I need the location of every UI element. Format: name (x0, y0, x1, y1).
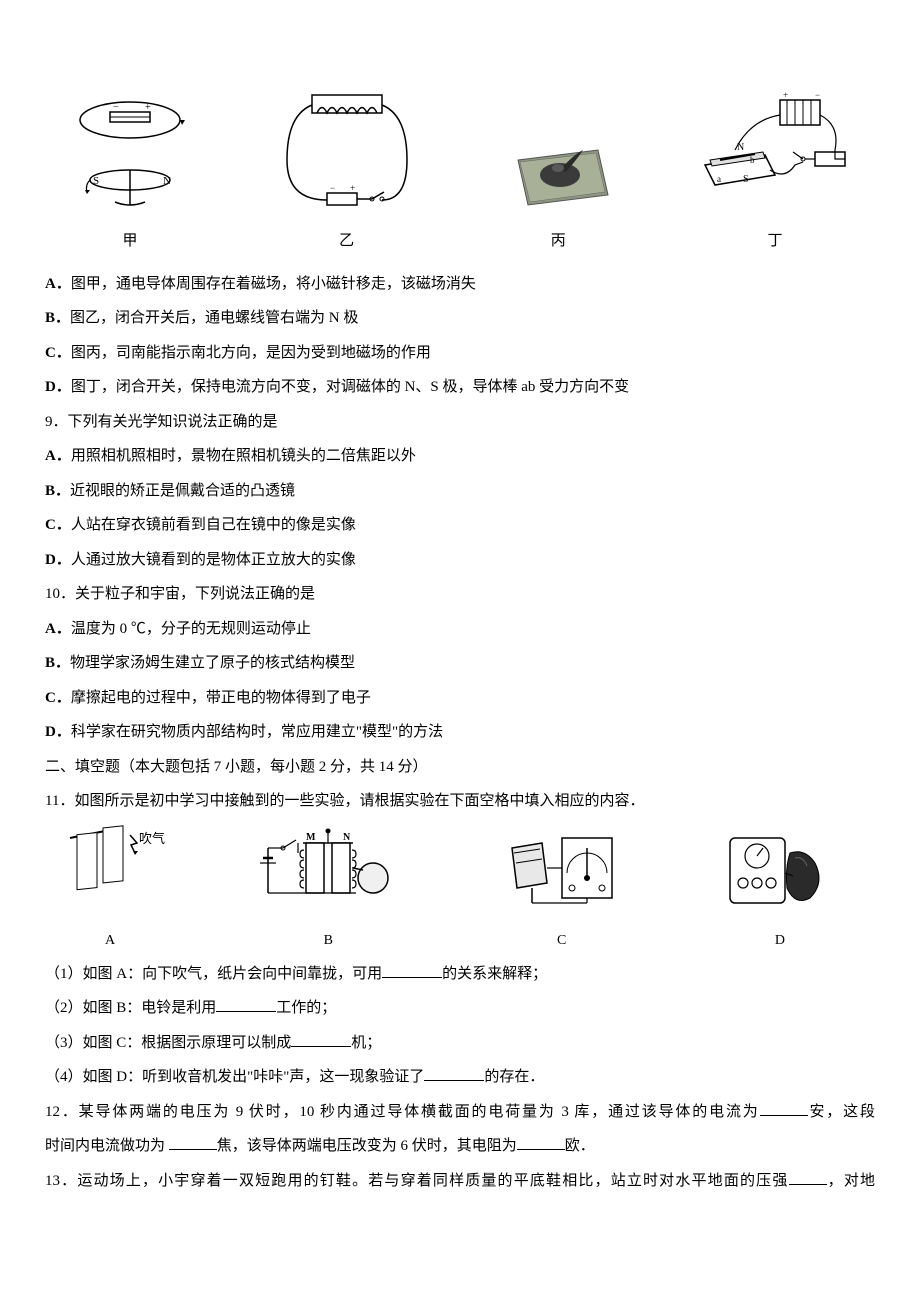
q9-c-text: 人站在穿衣镜前看到自己在镜中的像是实像 (71, 517, 356, 533)
svg-text:−: − (815, 90, 820, 100)
q8-option-d: D．图丁，闭合开关，保持电流方向不变，对调磁体的 N、S 极，导体棒 ab 受力… (45, 370, 875, 405)
blank-8 (789, 1170, 827, 1185)
q12-line1: 12．某导体两端的电压为 9 伏时，10 秒内通过导体横截面的电荷量为 3 库，… (45, 1095, 875, 1130)
figure-bing-svg (498, 120, 618, 220)
figure-d: D (715, 828, 845, 957)
q10-d-text: 科学家在研究物质内部结构时，常应用建立"模型"的方法 (71, 724, 443, 740)
svg-text:S: S (743, 174, 749, 185)
q12-e: 欧． (565, 1138, 595, 1154)
q8-d-text: 图丁，闭合开关，保持电流方向不变，对调磁体的 N、S 极，导体棒 ab 受力方向… (71, 379, 629, 395)
q11-p3: （3）如图 C：根据图示原理可以制成 机； (45, 1026, 875, 1061)
svg-text:N: N (343, 832, 351, 843)
svg-text:N: N (737, 142, 744, 153)
svg-text:−: − (330, 183, 335, 193)
q9-option-d: D．人通过放大镜看到的是物体正立放大的实像 (45, 543, 875, 578)
q11-p2-b: 工作的； (276, 1000, 336, 1016)
figure-bing: 丙 (498, 120, 618, 259)
q9-option-c: C．人站在穿衣镜前看到自己在镜中的像是实像 (45, 508, 875, 543)
q9-a-text: 用照相机照相时，景物在照相机镜头的二倍焦距以外 (71, 448, 416, 464)
figure-d-svg (715, 828, 845, 923)
q11-p4-b: 的存在． (484, 1069, 544, 1085)
q12-a: 12．某导体两端的电压为 9 伏时，10 秒内通过导体横截面的电荷量为 3 库，… (45, 1104, 760, 1120)
q9-option-b: B．近视眼的矫正是佩戴合适的凸透镜 (45, 474, 875, 509)
figure-c-label: C (557, 925, 566, 957)
q11-p1-a: （1）如图 A：向下吹气，纸片会向中间靠拢，可用 (45, 966, 382, 982)
figure-a-svg: 吹气 (55, 823, 165, 923)
blank-6 (169, 1135, 217, 1150)
q10-option-b: B．物理学家汤姆生建立了原子的核式结构模型 (45, 646, 875, 681)
svg-text:+: + (783, 90, 788, 100)
blank-7 (517, 1135, 565, 1150)
q13-b: ，对地 (827, 1173, 876, 1189)
figure-a-label: A (105, 925, 115, 957)
q11-p2: （2）如图 B：电铃是利用 工作的； (45, 991, 875, 1026)
figure-b-label: B (324, 925, 333, 957)
q9-d-text: 人通过放大镜看到的是物体正立放大的实像 (71, 552, 356, 568)
blank-1 (382, 963, 442, 978)
q12-d: 焦，该导体两端电压改变为 6 伏时，其电阻为 (217, 1138, 517, 1154)
figure-d-label: D (775, 925, 785, 957)
q10-c-text: 摩擦起电的过程中，带正电的物体得到了电子 (71, 690, 371, 706)
svg-text:a: a (717, 174, 721, 184)
figure-c: C (492, 828, 632, 957)
svg-text:N: N (163, 175, 171, 187)
blank-2 (216, 997, 276, 1012)
q11-p3-b: 机； (351, 1035, 381, 1051)
q8-b-text: 图乙，闭合开关后，通电螺线管右端为 N 极 (70, 310, 358, 326)
figure-yi-svg: − + (272, 90, 422, 220)
q12-c: 时间内电流做功为 (45, 1138, 169, 1154)
q11-p1-b: 的关系来解释； (442, 966, 547, 982)
q10-a-text: 温度为 0 ℃，分子的无规则运动停止 (71, 621, 311, 637)
q10-stem: 10．关于粒子和宇宙，下列说法正确的是 (45, 577, 875, 612)
figure-a: 吹气 A (55, 823, 165, 957)
blank-5 (760, 1101, 808, 1116)
figure-c-svg (492, 828, 632, 923)
q9-stem: 9．下列有关光学知识说法正确的是 (45, 405, 875, 440)
q12-b: 安，这段 (808, 1104, 875, 1120)
q10-b-text: 物理学家汤姆生建立了原子的核式结构模型 (70, 655, 355, 671)
q9-option-a: A．用照相机照相时，景物在照相机镜头的二倍焦距以外 (45, 439, 875, 474)
figure-yi-label: 乙 (339, 224, 354, 259)
figure-row-2: 吹气 A M N B (45, 819, 875, 957)
q8-c-text: 图丙，司南能指示南北方向，是因为受到地磁场的作用 (71, 345, 431, 361)
q11-stem: 11．如图所示是初中学习中接触到的一些实验，请根据实验在下面空格中填入相应的内容… (45, 784, 875, 819)
svg-text:+: + (145, 102, 151, 113)
q11-p4: （4）如图 D：听到收音机发出"咔咔"声，这一现象验证了 的存在． (45, 1060, 875, 1095)
q11-p3-a: （3）如图 C：根据图示原理可以制成 (45, 1035, 291, 1051)
section-2-heading: 二、填空题（本大题包括 7 小题，每小题 2 分，共 14 分） (45, 750, 875, 785)
q11-p1: （1）如图 A：向下吹气，纸片会向中间靠拢，可用 的关系来解释； (45, 957, 875, 992)
q13-line1: 13．运动场上，小宇穿着一双短跑用的钉鞋。若与穿着同样质量的平底鞋相比，站立时对… (45, 1164, 875, 1199)
svg-text:+: + (350, 183, 355, 193)
q11-p4-a: （4）如图 D：听到收音机发出"咔咔"声，这一现象验证了 (45, 1069, 424, 1085)
q11-p2-a: （2）如图 B：电铃是利用 (45, 1000, 216, 1016)
svg-text:b: b (750, 155, 755, 165)
figure-jia-svg: − + S N (65, 90, 195, 220)
q10-option-c: C．摩擦起电的过程中，带正电的物体得到了电子 (45, 681, 875, 716)
svg-text:−: − (113, 102, 119, 113)
q13-a: 13．运动场上，小宇穿着一双短跑用的钉鞋。若与穿着同样质量的平底鞋相比，站立时对… (45, 1173, 789, 1189)
q12-line2: 时间内电流做功为 焦，该导体两端电压改变为 6 伏时，其电阻为 欧． (45, 1129, 875, 1164)
blank-3 (291, 1032, 351, 1047)
q10-option-d: D．科学家在研究物质内部结构时，常应用建立"模型"的方法 (45, 715, 875, 750)
figure-ding-label: 丁 (767, 224, 782, 259)
figure-b: M N B (248, 828, 408, 957)
figure-ding: + − N b a S 丁 (695, 90, 855, 259)
figure-bing-label: 丙 (551, 224, 566, 259)
q8-option-a: A．图甲，通电导体周围存在着磁场，将小磁针移走，该磁场消失 (45, 267, 875, 302)
q10-option-a: A．温度为 0 ℃，分子的无规则运动停止 (45, 612, 875, 647)
figure-yi: − + 乙 (272, 90, 422, 259)
q9-b-text: 近视眼的矫正是佩戴合适的凸透镜 (70, 483, 295, 499)
blank-4 (424, 1066, 484, 1081)
figure-jia: − + S N 甲 (65, 90, 195, 259)
chuiqi-label: 吹气 (139, 831, 165, 846)
figure-jia-label: 甲 (122, 224, 137, 259)
figure-ding-svg: + − N b a S (695, 90, 855, 220)
svg-text:S: S (93, 175, 99, 187)
figure-b-svg: M N (248, 828, 408, 923)
q8-option-b: B．图乙，闭合开关后，通电螺线管右端为 N 极 (45, 301, 875, 336)
q8-option-c: C．图丙，司南能指示南北方向，是因为受到地磁场的作用 (45, 336, 875, 371)
q8-a-text: 图甲，通电导体周围存在着磁场，将小磁针移走，该磁场消失 (71, 276, 476, 292)
svg-text:M: M (306, 832, 316, 843)
figure-row-1: − + S N 甲 − + 乙 (45, 90, 875, 259)
